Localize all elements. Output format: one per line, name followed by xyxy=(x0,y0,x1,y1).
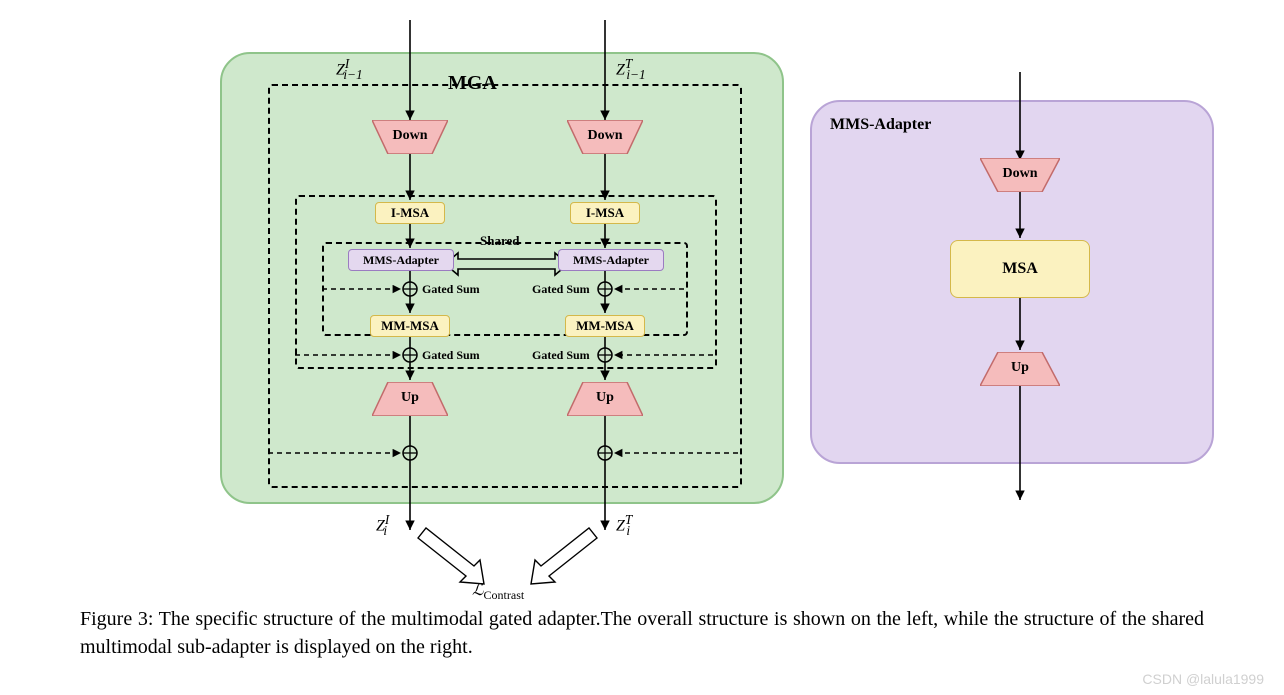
output-left-label: ZIi xyxy=(376,512,387,539)
diagram-area: MGA MMS-Adapter xyxy=(20,20,1264,595)
mga-title: MGA xyxy=(448,72,497,95)
right-mm-msa-block: MM-MSA xyxy=(565,315,645,337)
watermark: CSDN @lalula1999 xyxy=(1142,671,1264,687)
left-down-label: Down xyxy=(372,128,448,144)
input-right-label: ZTi−1 xyxy=(616,56,646,83)
left-imsa-block: I-MSA xyxy=(375,202,445,224)
left-up-label: Up xyxy=(372,390,448,406)
gated-sum-label-l1: Gated Sum xyxy=(422,282,480,297)
input-left-label: ZIi−1 xyxy=(336,56,363,83)
right-imsa-block: I-MSA xyxy=(570,202,640,224)
mms-panel-title: MMS-Adapter xyxy=(830,116,931,134)
gated-sum-label-l2: Gated Sum xyxy=(422,348,480,363)
mms-msa-block: MSA xyxy=(950,240,1090,298)
left-mms-adapter-block: MMS-Adapter xyxy=(348,249,454,271)
mms-down-label: Down xyxy=(980,166,1060,182)
figure-caption: Figure 3: The specific structure of the … xyxy=(20,595,1264,661)
right-mms-adapter-block: MMS-Adapter xyxy=(558,249,664,271)
right-up-label: Up xyxy=(567,390,643,406)
gated-sum-label-r2: Gated Sum xyxy=(532,348,590,363)
gated-sum-label-r1: Gated Sum xyxy=(532,282,590,297)
right-down-label: Down xyxy=(567,128,643,144)
output-right-label: ZTi xyxy=(616,512,630,539)
shared-label: Shared xyxy=(480,233,520,249)
left-mm-msa-block: MM-MSA xyxy=(370,315,450,337)
loss-label: ℒContrast xyxy=(472,580,524,603)
mms-up-label: Up xyxy=(980,360,1060,376)
